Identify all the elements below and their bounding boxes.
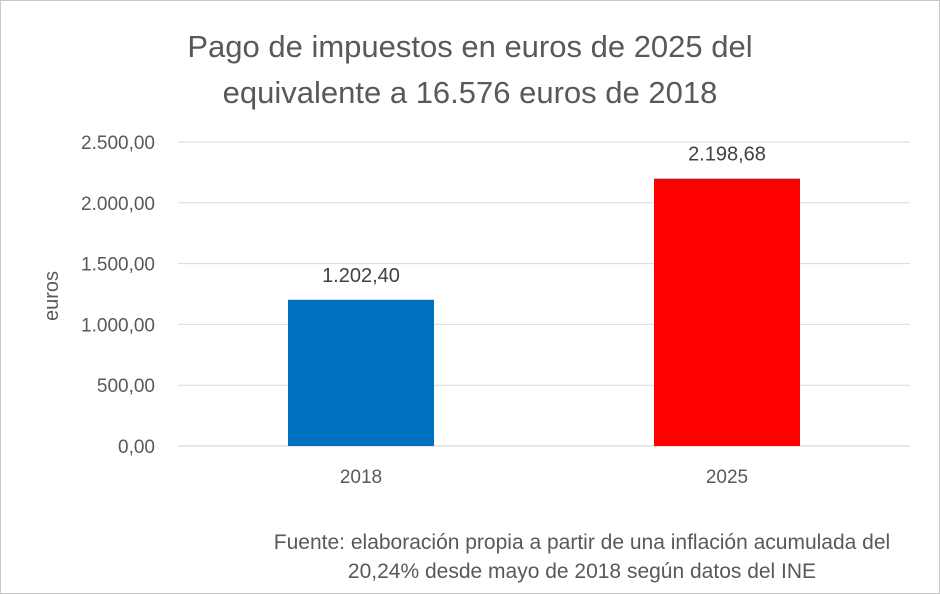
chart-title: Pago de impuestos en euros de 2025 del e… <box>120 24 820 116</box>
source-line-2: 20,24% desde mayo de 2018 según datos de… <box>347 560 817 583</box>
y-tick-label: 1.000,00 <box>81 315 155 336</box>
bars <box>288 178 800 447</box>
y-axis-ticks: 0,00 500,00 1.000,00 1.500,00 2.000,00 2.500,… <box>81 133 155 458</box>
chart-title-line-1: Pago de impuestos en euros de 2025 del <box>187 29 753 64</box>
y-tick-label: 500,00 <box>97 376 155 397</box>
x-tick-label: 2018 <box>340 467 382 488</box>
x-tick-label: 2025 <box>706 467 748 488</box>
data-labels: 1.202,40 2.198,68 <box>322 144 766 287</box>
x-axis-ticks: 2018 2025 <box>340 467 748 488</box>
gridlines <box>178 141 910 447</box>
source-line-1: Fuente: elaboración propia a partir de u… <box>273 531 891 554</box>
data-label: 1.202,40 <box>322 265 400 287</box>
y-tick-label: 2.000,00 <box>81 194 155 215</box>
bar-2018 <box>288 299 434 446</box>
source-note: Fuente: elaboración propia a partir de u… <box>230 528 934 586</box>
data-label: 2.198,68 <box>688 144 766 166</box>
y-axis-label: euros <box>41 271 63 321</box>
y-tick-label: 2.500,00 <box>81 133 155 154</box>
chart-title-line-2: equivalente a 16.576 euros de 2018 <box>222 75 718 110</box>
y-tick-label: 1.500,00 <box>81 255 155 276</box>
bar-2025 <box>654 178 800 447</box>
y-tick-label: 0,00 <box>118 437 155 458</box>
